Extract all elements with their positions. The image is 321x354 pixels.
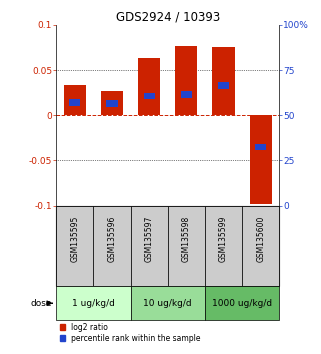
- Text: GSM135598: GSM135598: [182, 215, 191, 262]
- Bar: [138, 58, 160, 115]
- FancyBboxPatch shape: [205, 286, 279, 320]
- FancyBboxPatch shape: [131, 286, 205, 320]
- Legend: log2 ratio, percentile rank within the sample: log2 ratio, percentile rank within the s…: [60, 322, 201, 343]
- FancyBboxPatch shape: [168, 206, 205, 286]
- Bar: [218, 82, 229, 88]
- Text: GSM135596: GSM135596: [108, 215, 117, 262]
- Text: 1 ug/kg/d: 1 ug/kg/d: [72, 299, 115, 308]
- Bar: [255, 144, 266, 150]
- Title: GDS2924 / 10393: GDS2924 / 10393: [116, 11, 220, 24]
- FancyBboxPatch shape: [56, 206, 93, 286]
- Bar: [181, 91, 192, 98]
- Text: dose: dose: [30, 299, 52, 308]
- Bar: [213, 47, 235, 115]
- Bar: [69, 99, 80, 106]
- FancyBboxPatch shape: [93, 206, 131, 286]
- FancyBboxPatch shape: [205, 206, 242, 286]
- Text: GSM135599: GSM135599: [219, 215, 228, 262]
- Text: GSM135600: GSM135600: [256, 215, 265, 262]
- FancyBboxPatch shape: [242, 206, 279, 286]
- Bar: [249, 115, 272, 204]
- Text: GSM135595: GSM135595: [70, 215, 79, 262]
- Bar: [106, 100, 117, 107]
- FancyBboxPatch shape: [56, 286, 131, 320]
- Bar: [143, 93, 155, 99]
- Text: 1000 ug/kg/d: 1000 ug/kg/d: [212, 299, 272, 308]
- FancyBboxPatch shape: [131, 206, 168, 286]
- Text: 10 ug/kg/d: 10 ug/kg/d: [143, 299, 192, 308]
- Bar: [175, 46, 197, 115]
- Bar: [64, 85, 86, 115]
- Bar: [101, 91, 123, 115]
- Text: GSM135597: GSM135597: [145, 215, 154, 262]
